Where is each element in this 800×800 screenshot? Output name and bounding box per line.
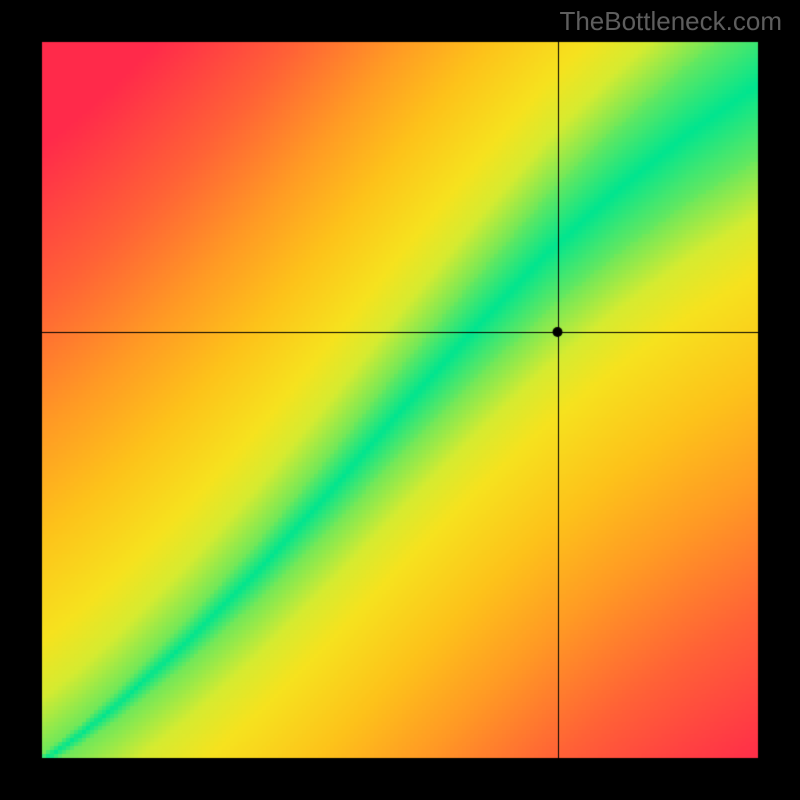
watermark-text: TheBottleneck.com [559,6,782,37]
bottleneck-heatmap-canvas [0,0,800,800]
chart-container: TheBottleneck.com [0,0,800,800]
